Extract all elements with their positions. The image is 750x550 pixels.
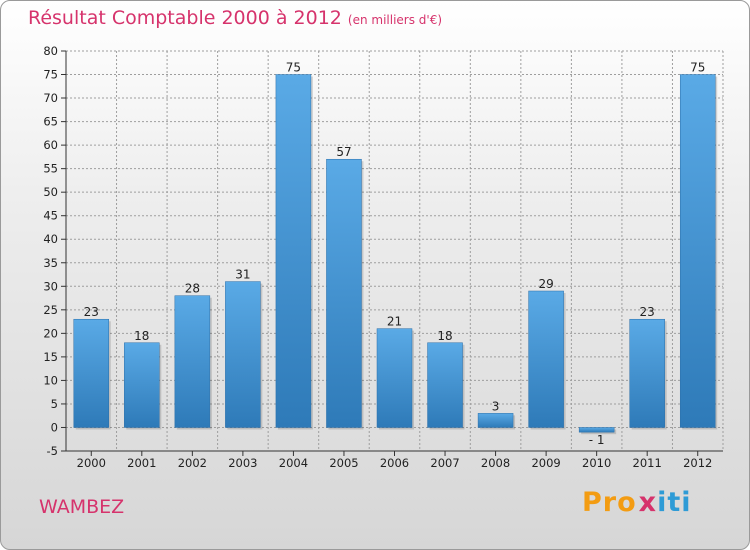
bar-2002	[174, 295, 211, 428]
y-tick-label: 80	[43, 44, 58, 58]
bar-2011	[629, 318, 665, 428]
x-tick-label-2001: 2001	[127, 456, 156, 470]
labels: -5 0 5 10 15 20 25 30 35 40 45 50 55 60 65 70 75 80 23 2000…	[43, 44, 712, 470]
bar-2001	[124, 342, 160, 428]
data-label-2011: 23	[640, 305, 655, 319]
axes	[61, 50, 723, 456]
bars	[73, 74, 718, 435]
data-label-2009: 29	[538, 277, 553, 291]
bar-2003	[225, 281, 261, 428]
data-label-2000: 23	[84, 305, 99, 319]
logo-x: x	[638, 487, 658, 518]
y-tick-label: 65	[43, 115, 58, 129]
logo-part-1: Pro	[582, 487, 637, 518]
y-tick-label: 15	[43, 350, 58, 364]
y-tick-label: 70	[43, 91, 58, 105]
data-label-2012: 75	[690, 61, 705, 75]
logo-part-2: iti	[657, 487, 692, 518]
chart-title-text: Résultat Comptable 2000 à 2012	[28, 7, 342, 29]
x-tick-label-2007: 2007	[430, 456, 459, 470]
bar-2006	[376, 328, 413, 428]
bar-2004	[275, 74, 312, 428]
y-tick-label: 25	[43, 303, 58, 317]
x-tick-label-2003: 2003	[228, 456, 257, 470]
x-tick-label-2009: 2009	[531, 456, 560, 470]
data-label-2003: 31	[235, 268, 250, 282]
y-tick-label: 0	[51, 420, 58, 434]
y-tick-label: 35	[43, 256, 58, 270]
y-tick-label: 45	[43, 209, 58, 223]
data-label-2005: 57	[336, 145, 351, 159]
bar-2007	[427, 342, 463, 428]
y-tick-label: 55	[43, 162, 58, 176]
y-tick-label: -5	[47, 444, 58, 458]
data-label-2008: 3	[492, 399, 500, 413]
y-tick-label: 10	[43, 373, 58, 387]
x-tick-label-2005: 2005	[329, 456, 358, 470]
data-label-2002: 28	[185, 282, 200, 296]
y-tick-label: 5	[51, 397, 58, 411]
data-label-2004: 75	[286, 61, 301, 75]
bar-2008	[477, 413, 514, 428]
data-label-2007: 18	[437, 329, 452, 343]
chart-subtitle: (en milliers d'€)	[347, 13, 443, 27]
commune-name: WAMBEZ	[39, 496, 125, 518]
x-tick-label-2004: 2004	[279, 456, 308, 470]
x-tick-label-2012: 2012	[683, 456, 712, 470]
chart-title: Résultat Comptable 2000 à 2012 (en millie…	[28, 7, 442, 29]
x-tick-label-2002: 2002	[178, 456, 207, 470]
bar-2009	[528, 290, 564, 428]
y-tick-label: 75	[43, 68, 58, 82]
bar-2005	[326, 158, 362, 428]
bar-2012	[679, 74, 716, 428]
y-tick-label: 40	[43, 232, 58, 246]
x-tick-label-2010: 2010	[582, 456, 611, 470]
y-tick-label: 60	[43, 138, 58, 152]
data-label-2006: 21	[387, 315, 402, 329]
bar-2000	[73, 318, 110, 428]
x-tick-label-2006: 2006	[380, 456, 409, 470]
y-tick-label: 20	[43, 326, 58, 340]
y-tick-label: 50	[43, 185, 58, 199]
y-tick-label: 30	[43, 279, 58, 293]
x-tick-label-2011: 2011	[633, 456, 662, 470]
proxiti-logo: Proxiti	[582, 487, 692, 518]
x-tick-label-2008: 2008	[481, 456, 510, 470]
data-label-2001: 18	[134, 329, 149, 343]
bar-2010	[578, 427, 615, 433]
x-tick-label-2000: 2000	[77, 456, 106, 470]
data-label-2010: - 1	[589, 433, 605, 447]
